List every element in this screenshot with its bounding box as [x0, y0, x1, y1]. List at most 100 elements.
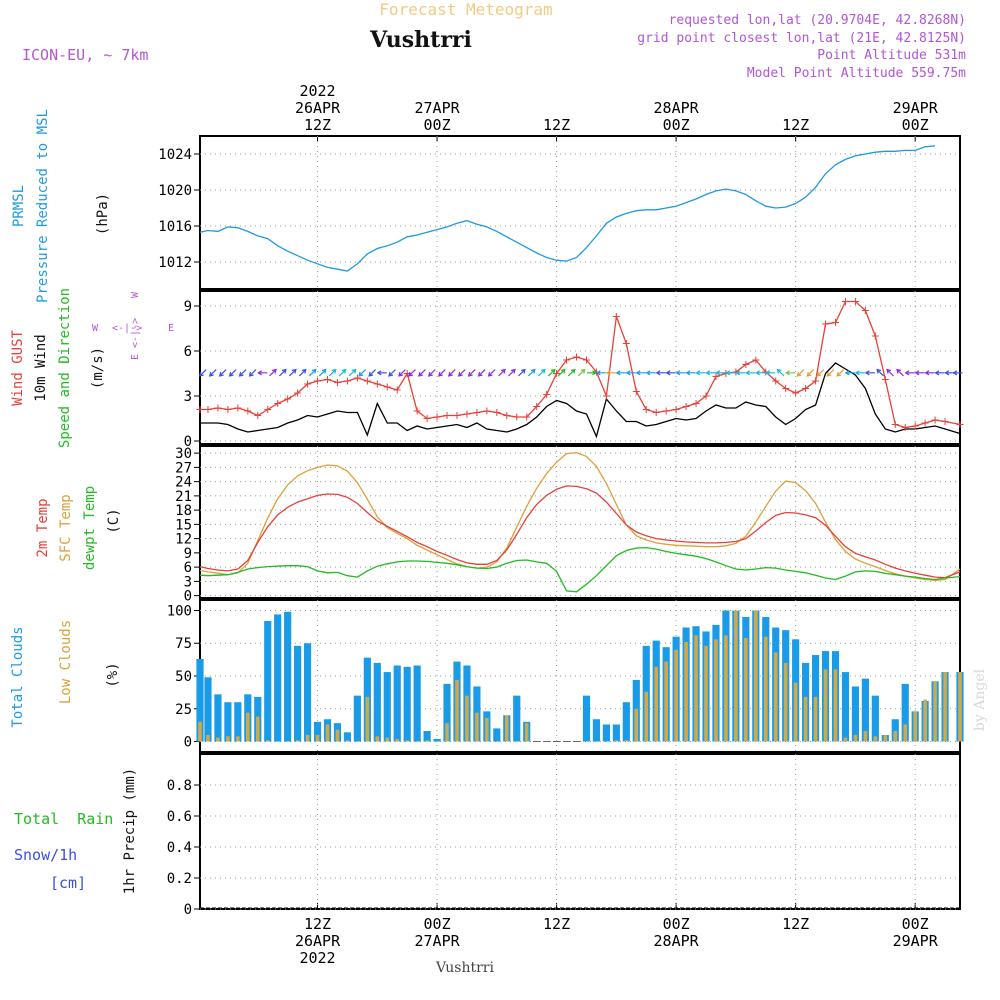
model-name: ICON-EU, ~ 7km [22, 46, 148, 64]
total-cloud-bar [284, 611, 292, 742]
wind-gust-line-marker [523, 413, 531, 421]
low-cloud-bar [833, 669, 838, 742]
wind-gust-line-marker [652, 409, 660, 416]
wind-direction-arrow [665, 370, 676, 376]
pressure-ytick-label: 1024 [158, 147, 192, 163]
total-cloud-bar [493, 728, 501, 742]
wind-direction-arrow [487, 369, 496, 377]
wind-gust-line-marker [254, 412, 262, 419]
wind-gust-line-marker [742, 361, 750, 368]
wind-direction-arrow [328, 368, 337, 377]
low-cloud-bar [395, 738, 400, 742]
total-cloud-bar [433, 738, 441, 742]
wind-direction-arrow [248, 369, 257, 377]
low-cloud-bar [694, 635, 698, 742]
wind-gust-line-marker [304, 380, 312, 388]
wind-gust-line-marker [682, 403, 690, 410]
top-time-label: 28APR [654, 99, 700, 117]
bottom-time-label: 12Z [304, 915, 331, 933]
wind-gust-line-marker [881, 376, 889, 383]
wind-direction-arrow [208, 369, 217, 377]
wind-gust-line-marker [264, 406, 272, 413]
wind-direction-arrow [886, 368, 894, 377]
wind-gust-line-marker [473, 409, 481, 416]
top-time-label: 27APR [414, 99, 460, 117]
wind-direction-arrow [477, 369, 486, 377]
low-cloud-bar [813, 696, 818, 742]
wind-gust-line-marker [642, 406, 650, 413]
total-cloud-bar [841, 672, 850, 742]
total-cloud-bar [592, 719, 601, 742]
bottom-time-label: 26APR [295, 932, 341, 950]
wind-gust-line-marker [503, 412, 511, 419]
low-cloud-bar [634, 708, 639, 742]
wind-direction-arrow [705, 370, 716, 376]
pressure-ytick-label: 1020 [158, 183, 192, 199]
low-cloud-bar [265, 740, 270, 742]
wind-direction-arrow [836, 369, 845, 377]
wind-direction-arrow [567, 368, 576, 377]
clouds-panel: 0 25 50 75 100 [167, 599, 964, 753]
model-point-altitude: Model Point Altitude 559.75m [747, 66, 966, 81]
total-clouds-label: Total Clouds [10, 626, 26, 727]
wind-direction-arrow [816, 369, 825, 377]
wind-gust-line-marker [831, 319, 839, 326]
wind-gust-line-marker [782, 385, 790, 392]
wind-direction-arrow [864, 370, 875, 376]
wind-gust-line-marker [423, 415, 431, 422]
wind-direction-arrow [685, 370, 696, 376]
low-cloud-bar [206, 734, 210, 742]
wind-gust-line-marker [294, 389, 302, 397]
low-cloud-bar [305, 734, 310, 742]
wind-direction-arrow [408, 369, 416, 377]
wind-gust-line-marker [513, 413, 521, 421]
clouds-ytick-label: 50 [175, 669, 192, 685]
wind-direction-arrow [675, 370, 686, 376]
low-cloud-bar [734, 610, 738, 742]
wind-gust-line-marker [792, 389, 800, 397]
wind-gust-line-marker [353, 374, 361, 382]
compass-ew-icon: W <-|-> E [92, 323, 174, 334]
wind-gust-line-marker [901, 424, 909, 431]
snow-unit-label: [cm] [50, 874, 86, 892]
temperature-ytick-label: 21 [175, 489, 192, 505]
wind-direction-arrow [398, 369, 406, 377]
wind-gust-line-marker [483, 407, 491, 415]
wind-direction-arrow [238, 369, 247, 377]
wind-gust-line-marker [533, 403, 541, 410]
total-cloud-bar [612, 724, 620, 742]
low-cloud-bar [714, 639, 718, 742]
compass-ew-axis: <-|-> [112, 323, 142, 334]
clouds-ytick-label: 0 [184, 735, 192, 751]
total-cloud-bar [343, 732, 352, 742]
low-cloud-bar [704, 645, 708, 742]
low-clouds-label: Low Clouds [58, 620, 74, 704]
bottom-time-label: 29APR [893, 932, 939, 950]
wind-gust-line-marker [493, 409, 501, 416]
pressure-frame [199, 135, 961, 290]
temperature-ytick-label: 6 [184, 560, 192, 576]
precip-ytick-label: 0.8 [167, 778, 192, 794]
low-cloud-bar [485, 717, 489, 742]
wind-gust-line-marker [752, 356, 760, 364]
wind-direction-arrow [735, 370, 746, 376]
wind-direction-arrow [826, 369, 835, 377]
compass-icon: E W <-|-> [130, 291, 141, 360]
wind-panel: 0 3 6 9 [184, 290, 964, 450]
temperature-ytick-label: 9 [184, 546, 192, 562]
total-cloud-bar [373, 662, 381, 742]
wind-direction-arrow [368, 369, 377, 377]
wind-direction-arrow [437, 369, 446, 377]
wind-gust-line-marker [433, 413, 441, 421]
total-cloud-bar [353, 695, 361, 742]
wind-direction-arrow [952, 370, 963, 376]
wind-direction-arrow [288, 368, 297, 377]
low-cloud-bar [524, 723, 529, 742]
low-cloud-bar [913, 711, 917, 742]
total-cloud-bar [264, 620, 272, 742]
snow-label: Snow/1h [14, 846, 77, 864]
wind-gust-line-marker [812, 377, 820, 385]
temperature-ytick-label: 27 [175, 460, 192, 476]
low-cloud-bar [724, 635, 728, 742]
